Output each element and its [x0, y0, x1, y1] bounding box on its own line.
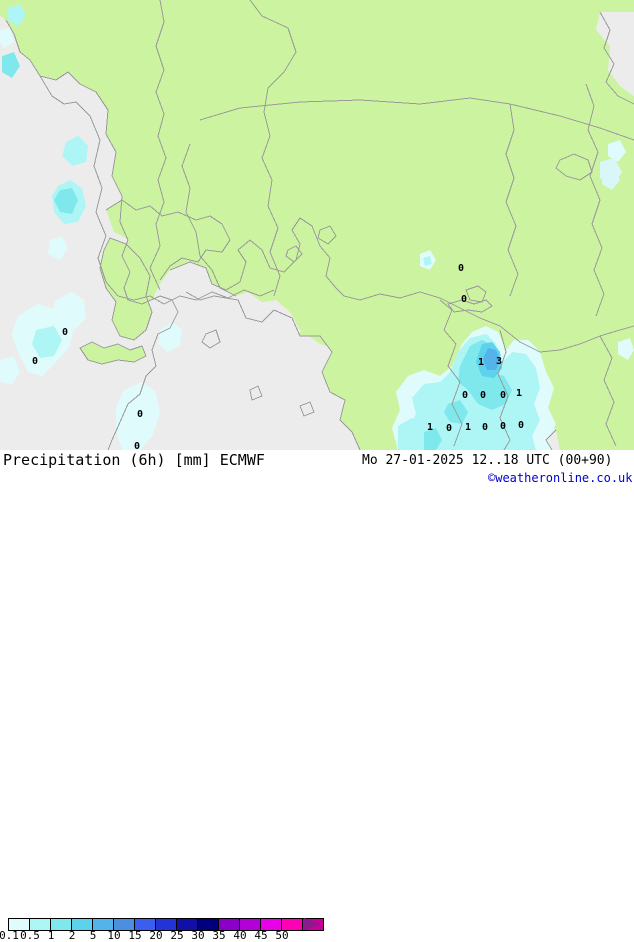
coast-turkey-south	[335, 287, 634, 353]
border-balkans-1	[149, 0, 167, 291]
precip-aegean-trace2	[52, 292, 86, 330]
precip-value-label: 1	[426, 422, 434, 433]
border-balkans-4	[117, 289, 275, 305]
colorbar-tick-2: 2	[68, 929, 76, 942]
precip-value-label: 0	[461, 390, 469, 401]
island-small-b	[299, 401, 315, 417]
colorbar-tick-45: 45	[254, 929, 268, 942]
land-cyprus	[448, 300, 492, 312]
precip-value-label: 0	[517, 420, 525, 431]
precipitation-map[interactable]: 0 0 0 0 0 0 1 3 0 0 0 1 1 0 1 0 0 0	[0, 0, 634, 450]
colorbar-tick-40: 40	[233, 929, 247, 942]
precip-cell-nw2	[2, 52, 20, 78]
precip-aegean-trace3	[116, 382, 160, 450]
precip-value-label: 3	[495, 356, 503, 367]
coast-aegean-inner2	[105, 199, 231, 281]
coast-cyprus	[447, 299, 493, 313]
precip-aegean-trace4	[158, 322, 182, 352]
coast-aegean-west	[185, 291, 361, 450]
coast-turkey-west	[181, 143, 237, 297]
precip-cell-nw3	[0, 28, 14, 48]
precip-value-label: 0	[133, 441, 141, 451]
colorbar-tick-labels: 0.1 0.5 1 2 5 10 15 20 25 30 35 40 45 50	[0, 929, 330, 942]
precip-value-label: 1	[477, 357, 485, 368]
colorbar-tick-10: 10	[107, 929, 121, 942]
colorbar-tick-0.1: 0.1	[0, 929, 19, 942]
coast-adriatic	[5, 19, 161, 305]
precip-value-label: 0	[499, 390, 507, 401]
colorbar-tick-0.5: 0.5	[20, 929, 40, 942]
colorbar-tick-1: 1	[47, 929, 55, 942]
precip-value-label: 0	[499, 421, 507, 432]
precip-value-label: 0	[481, 422, 489, 433]
precip-cell-n2	[423, 256, 432, 266]
border-balkans-3	[39, 75, 119, 297]
colorbar-tick-20: 20	[149, 929, 163, 942]
border-balkans-2	[249, 0, 297, 297]
precip-cell-nw5	[54, 188, 78, 214]
colorbar-tick-35: 35	[212, 929, 226, 942]
copyright-link[interactable]: ©weatheronline.co.uk	[488, 471, 633, 485]
precip-value-label: 0	[31, 356, 39, 367]
precip-cell-nw1	[8, 4, 26, 26]
precip-aegean-trace5	[0, 356, 20, 384]
precip-value-label: 0	[136, 409, 144, 420]
lake-van	[555, 153, 593, 181]
colorbar-tick-25: 25	[170, 929, 184, 942]
land-turkey	[182, 98, 634, 358]
colorbar-tick-15: 15	[128, 929, 142, 942]
precip-se-lobe-d	[506, 408, 534, 442]
precip-value-label: 1	[464, 422, 472, 433]
precip-value-label: 1	[515, 388, 523, 399]
border-syria	[439, 299, 463, 447]
precip-cell-ne	[608, 140, 626, 162]
precip-cell-topright	[600, 158, 622, 184]
colorbar-tick-50: 50	[275, 929, 289, 942]
colorbar-tick-30: 30	[191, 929, 205, 942]
coast-blacksea	[199, 97, 634, 141]
precip-cell-nw7	[48, 236, 68, 260]
land-peloponnese	[100, 238, 152, 340]
border-turkey-east1	[505, 103, 519, 297]
border-ne-corner	[599, 11, 634, 105]
precip-se-lobe-a	[398, 418, 424, 450]
precip-value-label: 0	[457, 263, 465, 274]
precip-value-label: 0	[61, 327, 69, 338]
precip-se-lobe-b	[424, 428, 442, 450]
map-footer: Precipitation (6h) [mm] ECMWF Mo 27-01-2…	[0, 450, 634, 942]
border-east	[599, 335, 617, 447]
lake-tuz	[465, 285, 487, 303]
precipitation-field	[0, 4, 634, 450]
precip-cell-far-e	[618, 338, 634, 360]
coast-aegean-inner1	[169, 217, 337, 291]
coast-crete	[79, 341, 147, 365]
island-small-a	[249, 385, 263, 401]
colorbar-tick-5: 5	[89, 929, 97, 942]
lake-small-2	[285, 245, 303, 263]
coast-greece-south	[107, 295, 179, 450]
map-canvas	[0, 0, 634, 450]
precip-cell-nw6	[62, 136, 88, 166]
model-run-info: Mo 27-01-2025 12..18 UTC (00+90)	[362, 453, 613, 468]
precip-aegean-trace6	[32, 326, 62, 358]
coast-peloponnese	[99, 237, 153, 341]
border-turkey-east2	[585, 83, 605, 317]
precip-se-core	[483, 348, 500, 370]
precip-value-label: 0	[445, 423, 453, 434]
border-turkey-se	[497, 329, 511, 450]
lake-small-1	[317, 225, 337, 245]
land-crete	[80, 342, 146, 364]
chart-title: Precipitation (6h) [mm] ECMWF	[3, 451, 265, 469]
island-rhodes	[201, 329, 221, 349]
precip-value-label: 0	[479, 390, 487, 401]
border-se-lower	[545, 429, 557, 450]
coastline-and-border-group	[5, 0, 634, 450]
precip-value-label: 0	[460, 294, 468, 305]
